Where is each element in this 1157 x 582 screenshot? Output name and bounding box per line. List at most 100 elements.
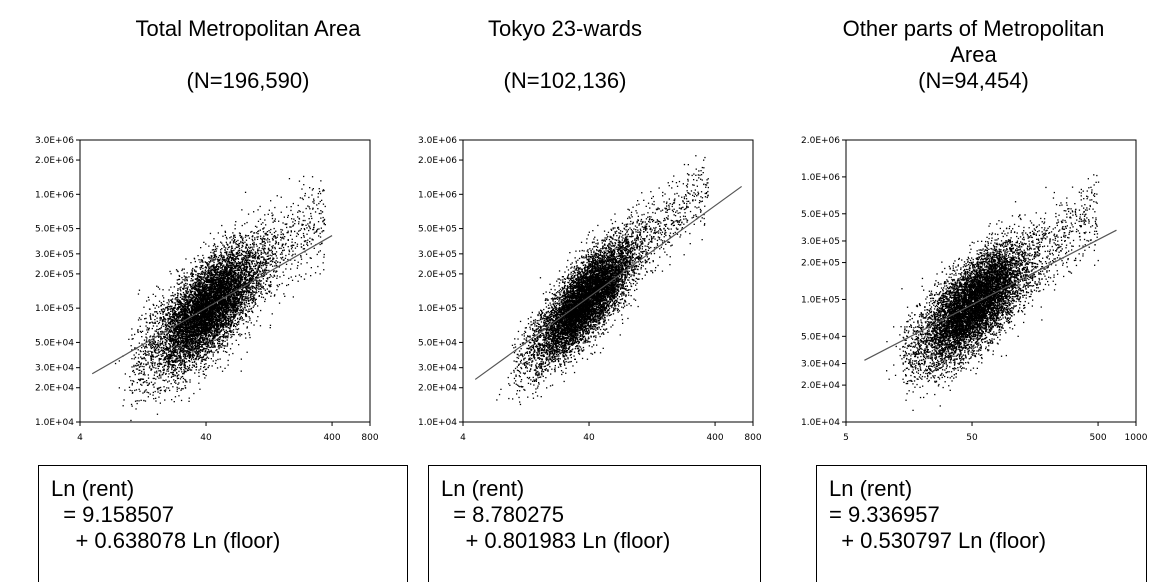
scatter-point [247, 275, 249, 278]
scatter-point [157, 391, 159, 393]
scatter-point [289, 234, 292, 236]
scatter-point [219, 303, 221, 306]
scatter-point [211, 265, 214, 267]
scatter-point [225, 268, 227, 270]
scatter-point [219, 276, 221, 278]
scatter-point [169, 336, 172, 339]
scatter-point [189, 319, 192, 321]
scatter-point [221, 307, 223, 309]
scatter-point [166, 361, 168, 363]
scatter-point [233, 254, 235, 256]
scatter-point [193, 300, 195, 303]
scatter-point [187, 310, 189, 313]
scatter-point [261, 240, 264, 242]
scatter-point [122, 405, 124, 407]
scatter-point [197, 335, 199, 338]
scatter-point [207, 344, 210, 346]
scatter-point [244, 283, 246, 285]
scatter-point [268, 269, 270, 272]
scatter-point [258, 288, 260, 290]
panel-n-count: (N=196,590) [78, 68, 418, 94]
scatter-point [166, 387, 168, 389]
scatter-point [213, 255, 215, 257]
scatter-point [180, 318, 182, 320]
scatter-point [204, 358, 206, 360]
scatter-point [228, 330, 231, 332]
scatter-point [205, 354, 208, 356]
scatter-point [257, 262, 259, 264]
scatter-point [255, 291, 257, 293]
scatter-point [303, 215, 305, 217]
scatter-point [222, 317, 225, 319]
scatter-point [181, 306, 183, 308]
scatter-point [145, 339, 148, 341]
scatter-point [170, 323, 172, 325]
scatter-point [188, 350, 190, 352]
scatter-point [130, 403, 133, 406]
scatter-point [188, 348, 190, 350]
scatter-point [198, 290, 201, 292]
scatter-point [209, 261, 211, 264]
scatter-point [205, 363, 207, 365]
scatter-point [211, 345, 213, 347]
scatter-point [231, 265, 233, 267]
scatter-point [165, 372, 167, 375]
scatter-point [187, 302, 189, 304]
scatter-point [156, 332, 159, 334]
scatter-point [242, 309, 245, 311]
scatter-point [219, 278, 221, 281]
scatter-point [195, 315, 197, 317]
scatter-point [300, 246, 303, 248]
scatter-point [182, 355, 185, 357]
scatter-point [167, 365, 169, 368]
scatter-point [262, 244, 264, 246]
scatter-point [166, 313, 168, 315]
scatter-point [263, 238, 265, 240]
scatter-point [165, 325, 167, 328]
scatter-point [293, 218, 295, 220]
scatter-point [195, 271, 197, 273]
scatter-point [187, 301, 189, 303]
scatter-point [138, 373, 140, 375]
scatter-point [264, 219, 266, 221]
scatter-point [317, 221, 320, 223]
scatter-point [245, 280, 247, 282]
scatter-point [216, 323, 218, 325]
scatter-point [245, 234, 247, 236]
scatter-point [271, 247, 274, 249]
scatter-point [212, 353, 214, 355]
scatter-point [163, 297, 165, 299]
scatter-point [148, 342, 150, 344]
scatter-point [269, 244, 271, 246]
y-tick-label: 2.0E+04 [35, 384, 74, 394]
scatter-point [234, 319, 236, 322]
scatter-point [169, 340, 172, 343]
scatter-point [206, 352, 209, 354]
scatter-point [199, 368, 202, 370]
scatter-point [172, 353, 174, 355]
scatter-point [196, 289, 198, 291]
scatter-point [175, 382, 177, 384]
scatter-point [208, 310, 210, 312]
scatter-point [143, 357, 145, 359]
scatter-point [178, 301, 180, 304]
scatter-point [158, 306, 160, 308]
scatter-point [236, 269, 239, 271]
scatter-point [224, 351, 227, 353]
scatter-point [230, 281, 232, 283]
scatter-point [240, 280, 242, 282]
scatter-point [187, 347, 189, 349]
scatter-point [239, 267, 242, 270]
scatter-point [137, 293, 140, 295]
scatter-point [239, 316, 241, 319]
scatter-point [240, 358, 242, 360]
scatter-point [155, 400, 157, 402]
scatter-point [227, 335, 229, 337]
scatter-point [186, 365, 189, 368]
scatter-point [221, 248, 223, 250]
scatter-point [212, 278, 214, 280]
scatter-point [204, 269, 206, 271]
scatter-point [165, 313, 167, 315]
scatter-point [177, 334, 179, 336]
scatter-point [207, 307, 209, 309]
